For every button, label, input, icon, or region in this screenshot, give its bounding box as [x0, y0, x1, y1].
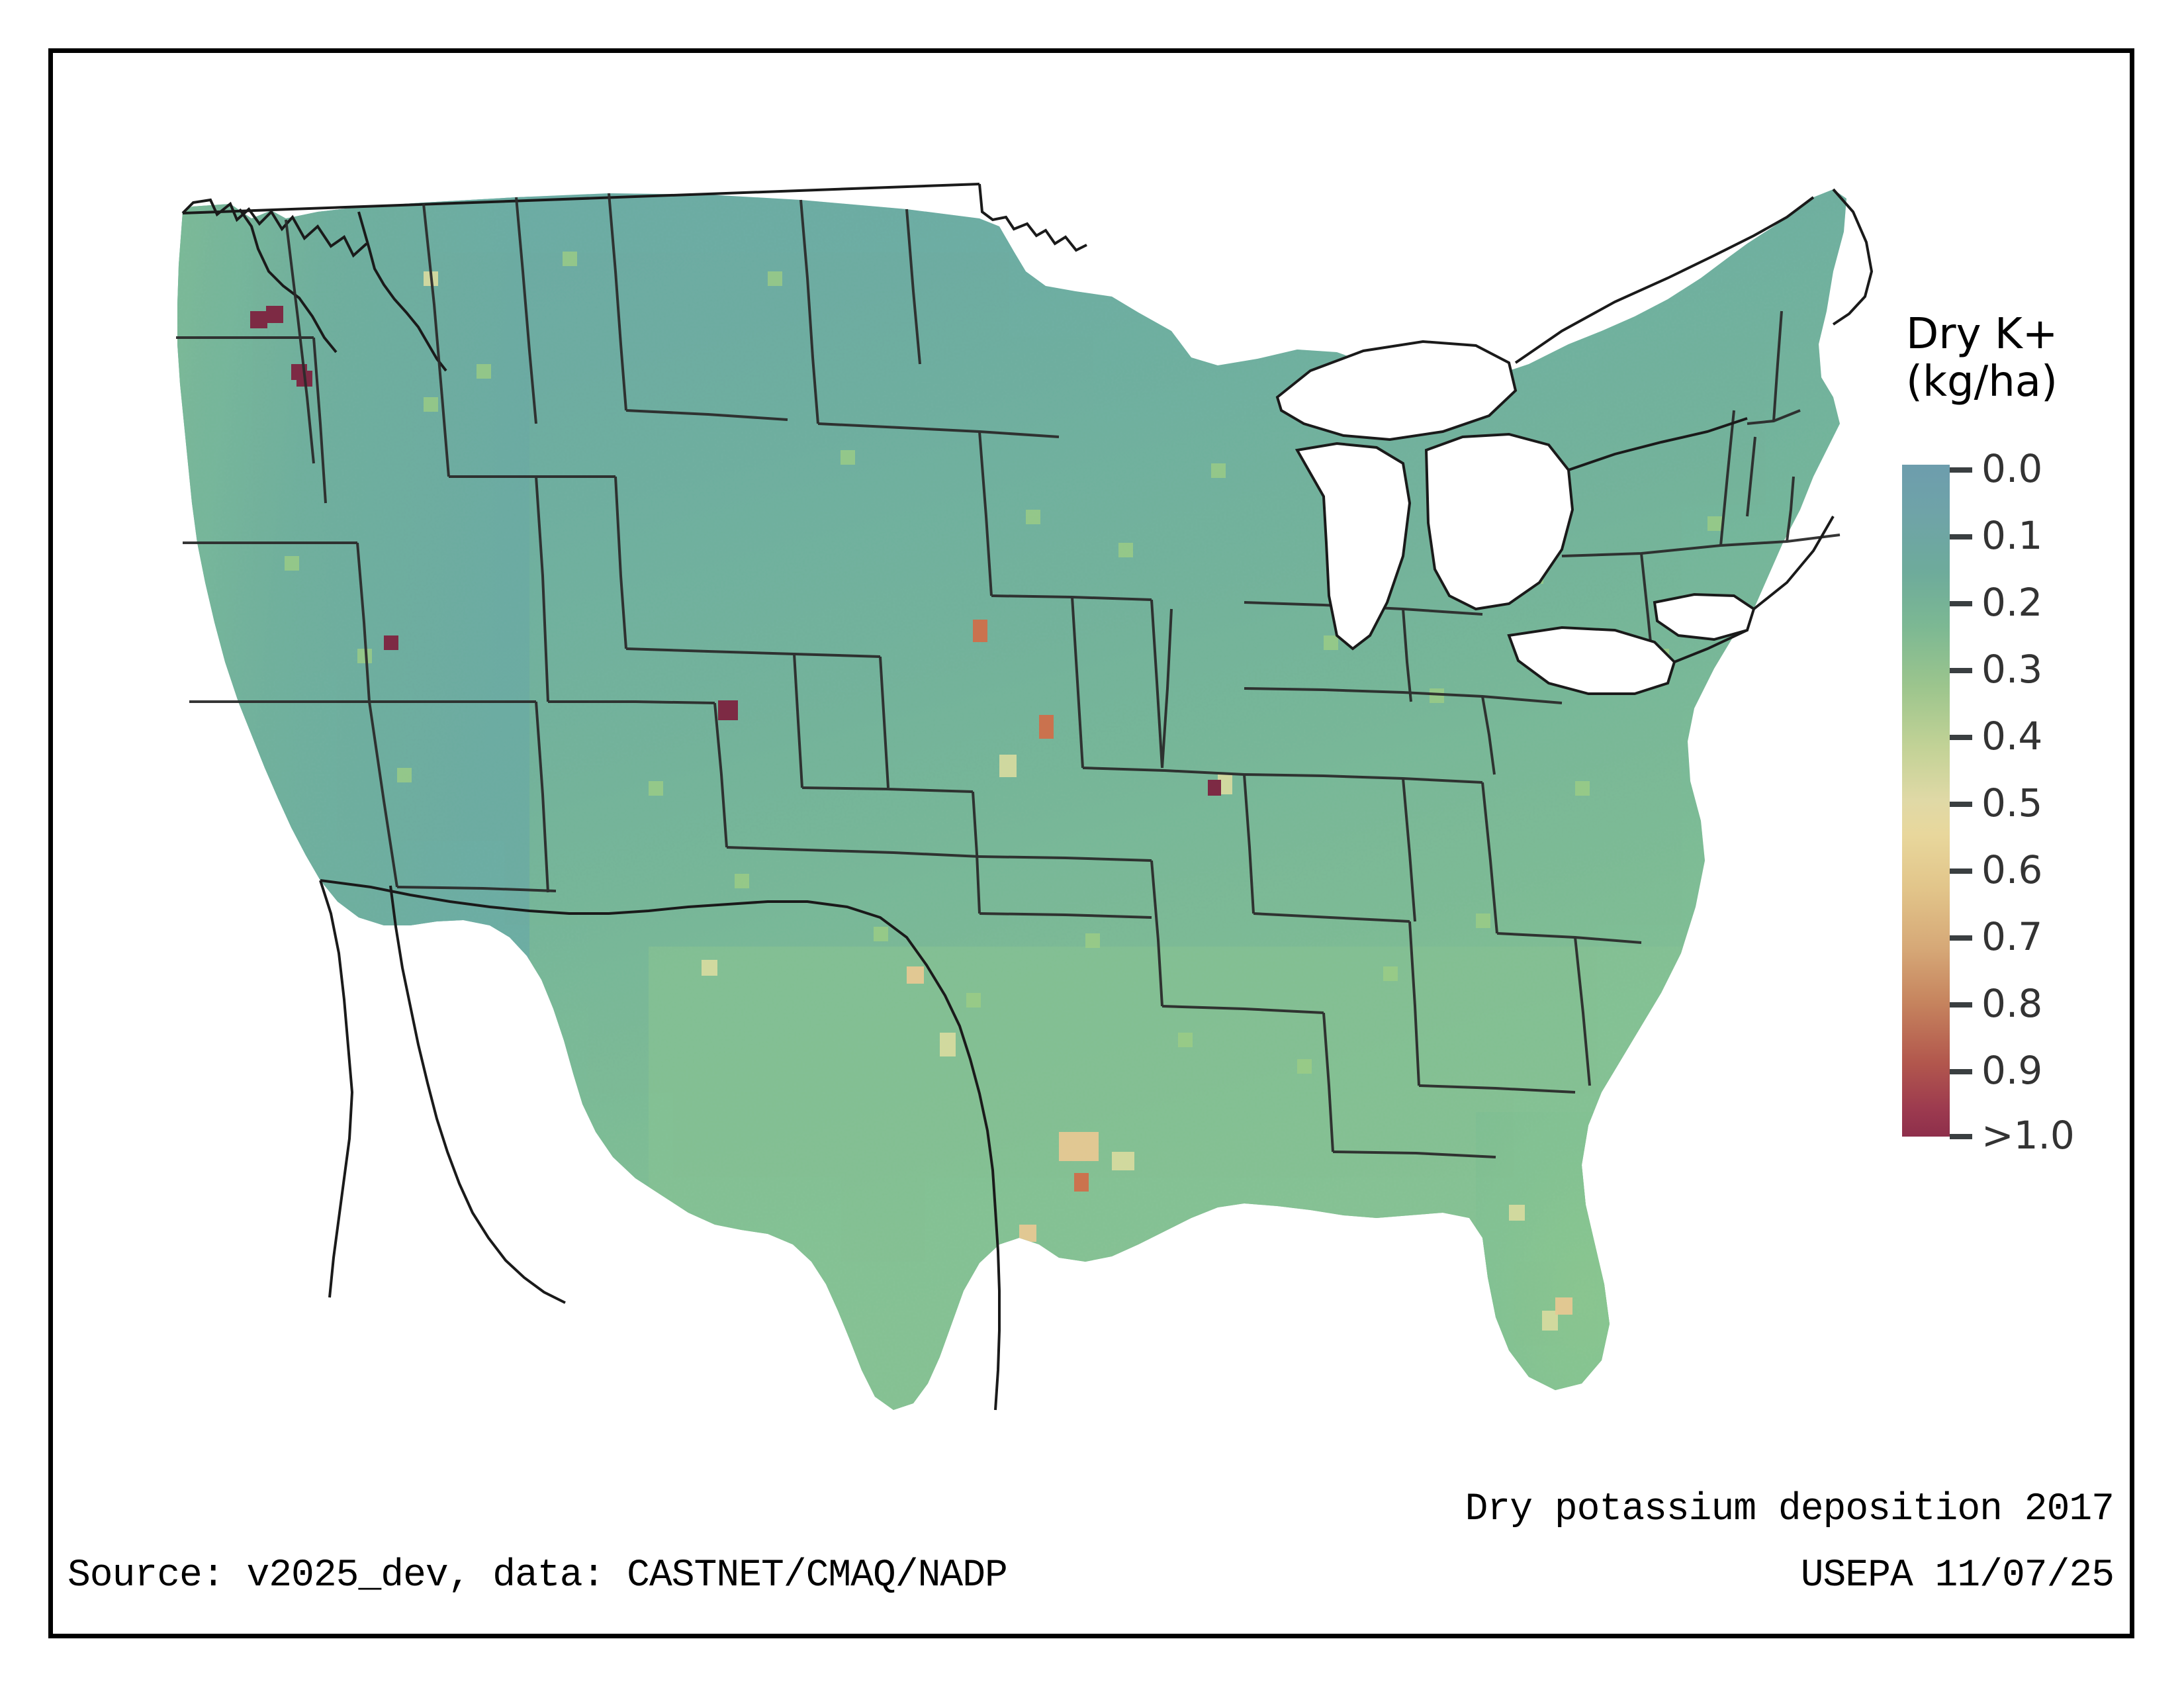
- colorbar-tick: [1950, 935, 1972, 941]
- great-lakes: [1275, 340, 1756, 695]
- international-coastline: [181, 183, 1874, 372]
- colorbar-tick-label: 0.6: [1981, 847, 2043, 892]
- map-canvas[interactable]: [53, 53, 1899, 1476]
- colorbar-tick: [1950, 868, 1972, 874]
- colorbar-tick-label: 0.5: [1981, 780, 2043, 825]
- colorbar-tick-label: 0.9: [1981, 1048, 2043, 1093]
- agency-date-caption: USEPA 11/07/25: [1800, 1554, 2115, 1597]
- colorbar-tick-label: 0.0: [1981, 446, 2043, 491]
- colorbar-tick: [1950, 601, 1972, 606]
- legend-title-line2: (kg/ha): [1906, 357, 2058, 406]
- us-deposition-map: [53, 53, 1899, 1476]
- colorbar-tick: [1950, 1002, 1972, 1008]
- colorbar-tick: [1950, 802, 1972, 807]
- colorbar-tick-label: 0.2: [1981, 580, 2043, 625]
- colorbar-tick: [1950, 668, 1972, 673]
- colorbar-tick-label: >1.0: [1981, 1113, 2075, 1158]
- mexico-border: [319, 879, 1001, 1411]
- colorbar-tick-label: 0.3: [1981, 647, 2043, 692]
- colorbar-tick: [1950, 467, 1972, 473]
- colorbar-legend: Dry K+ (kg/ha) 0.0 0.1 0.2 0.3 0.4 0.5 0…: [1899, 310, 2138, 1158]
- canada-boundary: [1514, 196, 1835, 663]
- colorbar-gradient[interactable]: [1902, 465, 1950, 1137]
- state-boundaries: [176, 193, 1841, 1158]
- legend-title-line1: Dry K+: [1906, 310, 2058, 359]
- colorbar-tick-label: 0.7: [1981, 914, 2043, 959]
- map-figure-frame: Dry K+ (kg/ha) 0.0 0.1 0.2 0.3 0.4 0.5 0…: [48, 48, 2134, 1638]
- colorbar-tick-label: 0.8: [1981, 981, 2043, 1026]
- colorbar-tick: [1950, 1134, 1972, 1139]
- colorbar-tick: [1950, 735, 1972, 740]
- source-caption: Source: v2025_dev, data: CASTNET/CMAQ/NA…: [68, 1554, 1008, 1597]
- colorbar-tick-label: 0.4: [1981, 714, 2043, 759]
- deposition-raster: [177, 189, 1846, 1410]
- colorbar-tick: [1950, 1069, 1972, 1074]
- colorbar-tick-label: 0.1: [1981, 513, 2043, 558]
- colorbar-tick: [1950, 534, 1972, 539]
- map-title-caption: Dry potassium deposition 2017: [1465, 1488, 2115, 1531]
